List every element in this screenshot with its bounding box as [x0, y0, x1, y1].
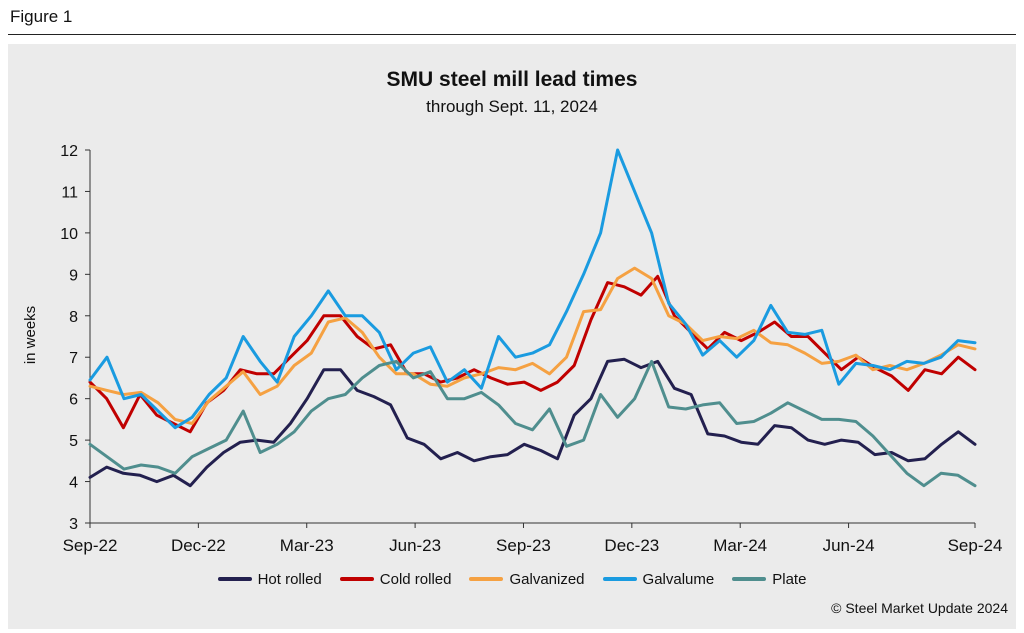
legend-item-cold-rolled: Cold rolled: [339, 570, 452, 588]
y-tick-label: 11: [61, 184, 78, 201]
series-line-hot-rolled: [88, 357, 977, 488]
legend-swatch: [602, 577, 637, 581]
chart-title: SMU steel mill lead times: [387, 68, 638, 91]
chart-panel: [8, 44, 1016, 629]
y-tick-label: 7: [69, 350, 78, 367]
y-tick-label: 5: [69, 433, 78, 450]
x-tick-label: Jun-23: [389, 536, 441, 555]
legend-label: Cold rolled: [379, 570, 452, 588]
copyright: © Steel Market Update 2024: [831, 600, 1008, 616]
legend-item-plate: Plate: [732, 571, 806, 588]
legend-label: Hot rolled: [257, 570, 322, 588]
legend: Hot rolled Cold rolled Galvanized Galvalume…: [0, 566, 1024, 592]
x-tick-label: Mar-23: [280, 536, 334, 555]
legend-item-galvanized: Galvanized: [469, 570, 585, 588]
figure-rule: [8, 34, 1016, 35]
legend-swatch: [469, 577, 504, 581]
legend-item-hot-rolled: Hot rolled: [217, 570, 322, 588]
figure-header: Figure 1: [0, 0, 1024, 35]
x-tick-label: Mar-24: [713, 536, 767, 555]
legend-swatch: [339, 577, 374, 581]
x-tick-label: Sep-22: [63, 536, 118, 555]
x-tick-label: Sep-24: [948, 536, 1003, 555]
y-tick-label: 10: [60, 226, 78, 243]
legend-swatch: [732, 577, 767, 581]
legend-label: Galvalume: [642, 570, 715, 588]
y-tick-label: 8: [69, 309, 78, 326]
series-line-plate: [88, 359, 977, 488]
y-tick-label: 6: [69, 392, 78, 409]
figure-label: Figure 1: [10, 7, 73, 26]
legend-label: Plate: [772, 570, 807, 588]
legend-swatch: [217, 577, 252, 581]
y-axis-label: in weeks: [22, 306, 39, 364]
chart-subtitle: through Sept. 11, 2024: [426, 97, 598, 116]
y-tick-label: 12: [60, 143, 78, 160]
y-tick-label: 9: [69, 267, 78, 284]
y-tick-label: 3: [69, 516, 78, 533]
series-layer: [88, 148, 977, 488]
series-line-galvanized: [88, 266, 977, 425]
series-line-cold-rolled: [88, 274, 977, 434]
y-tick-label: 4: [69, 475, 78, 492]
x-tick-label: Sep-23: [496, 536, 551, 555]
legend-label: Galvanized: [509, 570, 585, 588]
series-line-galvalume: [88, 148, 977, 430]
legend-item-galvalume: Galvalume: [602, 570, 715, 588]
x-tick-label: Dec-23: [604, 536, 659, 555]
chart-axes: 3 4 5 6 7 8 9 10 11 12 Sep-22 Dec-22 Mar-23 Jun-23 Sep…: [60, 143, 1002, 555]
x-tick-label: Jun-24: [823, 536, 875, 555]
x-tick-label: Dec-22: [171, 536, 226, 555]
